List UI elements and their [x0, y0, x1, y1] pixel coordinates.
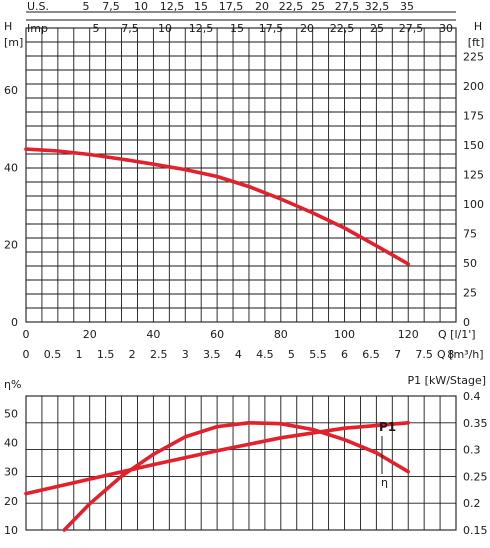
flow-m3h-tick-label: 3.5: [203, 348, 221, 361]
flow-m3h-tick-label: 5.5: [309, 348, 327, 361]
head-ft-axis-label: H: [474, 20, 482, 33]
head-ft-tick-label: 75: [463, 228, 477, 241]
flow-lpm-axis-label: Q [l/1']: [438, 328, 476, 341]
flow-m3h-tick-label: 7.5: [415, 348, 433, 361]
flow-lpm-tick-label: 60: [210, 328, 224, 341]
flow-m3h-tick-label: 6: [341, 348, 348, 361]
flow-m3h-tick-label: 4.5: [256, 348, 274, 361]
flow-lpm-tick-label: 40: [146, 328, 160, 341]
flow-m3h-tick-label: 4: [235, 348, 242, 361]
us-tick-label: 22,5: [279, 0, 304, 13]
power-axis-label: P1 [kW/Stage]: [408, 374, 486, 387]
imp-axis-label: Imp: [27, 22, 48, 35]
us-tick-label: 35: [400, 0, 414, 13]
flow-m3h-tick-label: 1: [76, 348, 83, 361]
head-ft-tick-label: 125: [463, 169, 484, 182]
flow-m3h-tick-label: 8: [447, 348, 454, 361]
power-tick-label: 0.4: [463, 390, 481, 403]
head-m-tick-label: 40: [4, 161, 18, 174]
flow-m3h-tick-label: 0: [23, 348, 30, 361]
us-axis-label: U.S.: [27, 0, 49, 13]
flow-lpm-tick-label: 20: [83, 328, 97, 341]
us-tick-label: 10: [134, 0, 148, 13]
us-tick-label: 15: [194, 0, 208, 13]
efficiency-tick-label: 50: [4, 407, 18, 420]
power-curve-label: P1: [379, 420, 396, 434]
efficiency-tick-label: 30: [4, 466, 18, 479]
flow-lpm-tick-label: 0: [23, 328, 30, 341]
head-ft-tick-label: 225: [463, 51, 484, 64]
imp-tick-label: 12,5: [189, 22, 214, 35]
flow-lpm-tick-label: 80: [274, 328, 288, 341]
flow-m3h-tick-label: 5: [288, 348, 295, 361]
efficiency-curve-label: η: [381, 476, 388, 489]
flow-lpm-tick-label: 100: [334, 328, 355, 341]
head-ft-tick-label: 175: [463, 110, 484, 123]
head-ft-tick-label: 150: [463, 139, 484, 152]
power-tick-label: 0.15: [463, 524, 488, 537]
efficiency-curve: [62, 421, 410, 532]
head-ft-unit-label: [ft]: [468, 36, 485, 49]
imp-tick-label: 15: [230, 22, 244, 35]
imp-tick-label: 5: [93, 22, 100, 35]
flow-m3h-tick-label: 6.5: [362, 348, 380, 361]
efficiency-axis-label: η%: [4, 378, 21, 391]
imp-tick-label: 25: [370, 22, 384, 35]
imp-tick-label: 22,5: [330, 22, 355, 35]
lower-plot-frame: [25, 395, 457, 531]
us-tick-label: 20: [255, 0, 269, 13]
head-ft-tick-label: 100: [463, 198, 484, 211]
head-ft-tick-label: 50: [463, 257, 477, 270]
power-tick-label: 0.3: [463, 444, 481, 457]
us-tick-label: 5: [83, 0, 90, 13]
efficiency-tick-label: 20: [4, 495, 18, 508]
head-m-unit-label: [m]: [4, 36, 23, 49]
power-tick-label: 0.25: [463, 470, 488, 483]
us-tick-label: 25: [311, 0, 325, 13]
head-ft-tick-label: 25: [463, 287, 477, 300]
us-tick-label: 17,5: [219, 0, 244, 13]
us-tick-label: 12,5: [160, 0, 185, 13]
flow-m3h-tick-label: 7: [394, 348, 401, 361]
imp-tick-label: 7,5: [121, 22, 139, 35]
imp-tick-label: 27,5: [399, 22, 424, 35]
head-curve: [24, 147, 410, 266]
head-m-tick-label: 0: [11, 316, 18, 329]
efficiency-power-chart: η% 10 20 30 40 50 P1 [kW/Stage] 0.15 0.2 0.25 0.3 0…: [4, 374, 488, 537]
head-m-axis-label: H: [4, 20, 12, 33]
imp-tick-label: 20: [300, 22, 314, 35]
imp-tick-label: 30: [439, 22, 453, 35]
flow-m3h-tick-label: 3: [182, 348, 189, 361]
power-tick-label: 0.35: [463, 417, 488, 430]
head-ft-tick-label: 0: [463, 316, 470, 329]
flow-lpm-tick-label: 120: [398, 328, 419, 341]
flow-m3h-tick-label: 0.5: [44, 348, 62, 361]
flow-m3h-tick-label: 1.5: [97, 348, 115, 361]
power-tick-label: 0.2: [463, 497, 481, 510]
us-tick-label: 27,5: [335, 0, 360, 13]
us-tick-label: 32,5: [365, 0, 390, 13]
flow-m3h-axis-label: Q [m³/h]: [437, 348, 484, 361]
power-curve: [24, 421, 410, 496]
us-tick-label: 7,5: [102, 0, 120, 13]
flow-m3h-tick-label: 2: [129, 348, 136, 361]
efficiency-tick-label: 40: [4, 437, 18, 450]
imp-tick-label: 10: [158, 22, 172, 35]
imp-tick-label: 17,5: [259, 22, 284, 35]
head-curve-chart: U.S. 5 7,5 10 12,5 15 17,5 20 22,5 25 27,5 32,5 35Im…: [4, 0, 484, 361]
efficiency-tick-label: 10: [4, 524, 18, 537]
head-m-tick-label: 20: [4, 239, 18, 252]
flow-m3h-tick-label: 2.5: [150, 348, 168, 361]
head-m-tick-label: 60: [4, 84, 18, 97]
head-ft-tick-label: 200: [463, 80, 484, 93]
upper-plot-frame: [25, 27, 457, 323]
